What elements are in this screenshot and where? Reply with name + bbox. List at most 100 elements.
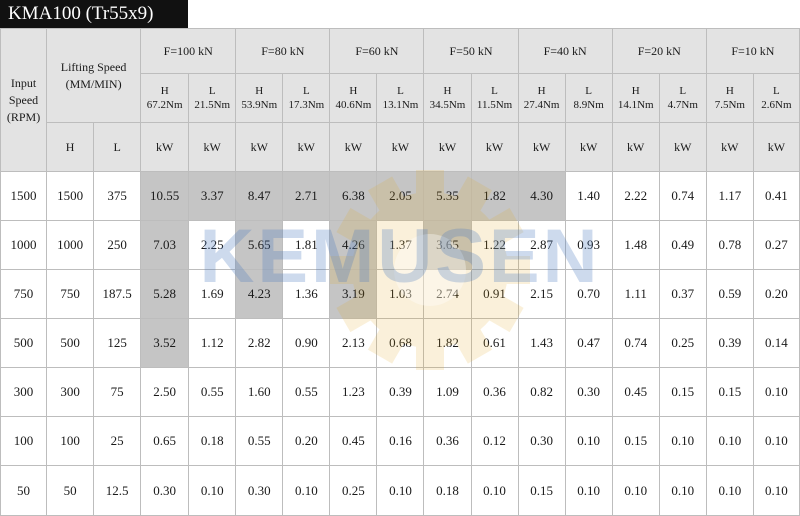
torque-value: 34.5Nm bbox=[429, 99, 466, 111]
power-cell: 1.03 bbox=[376, 269, 425, 319]
unit-header: kW bbox=[235, 122, 284, 172]
lifting-speed-h-cell: 1500 bbox=[46, 171, 95, 221]
torque-header-h: H 40.6Nm bbox=[329, 73, 378, 123]
power-cell: 10.55 bbox=[140, 171, 190, 221]
torque-value: 8.9Nm bbox=[573, 99, 604, 111]
unit-header: kW bbox=[564, 122, 613, 172]
power-cell: 4.26 bbox=[329, 220, 378, 270]
power-cell: 0.30 bbox=[517, 416, 566, 466]
torque-header-l: L 21.5Nm bbox=[188, 73, 237, 123]
power-cell: 2.82 bbox=[235, 318, 284, 368]
lifting-speed-l-cell: 25 bbox=[93, 416, 142, 466]
torque-header-h: H 7.5Nm bbox=[705, 73, 754, 123]
torque-mode-label: L bbox=[773, 85, 780, 97]
torque-header-h: H 67.2Nm bbox=[140, 73, 190, 123]
power-cell: 1.17 bbox=[705, 171, 754, 221]
power-cell: 0.15 bbox=[517, 465, 566, 516]
power-cell: 8.47 bbox=[235, 171, 284, 221]
power-cell: 0.30 bbox=[235, 465, 284, 516]
power-cell: 2.50 bbox=[140, 367, 190, 417]
unit-header: kW bbox=[376, 122, 425, 172]
input-speed-cell: 750 bbox=[0, 269, 48, 319]
torque-mode-label: H bbox=[631, 85, 640, 97]
lifting-speed-h-cell: 50 bbox=[46, 465, 95, 516]
torque-mode-label: L bbox=[585, 85, 593, 97]
power-cell: 0.14 bbox=[752, 318, 800, 368]
lifting-l-header: L bbox=[93, 122, 142, 172]
torque-header-l: L 2.6Nm bbox=[752, 73, 800, 123]
torque-value: 11.5Nm bbox=[476, 99, 513, 111]
power-cell: 0.10 bbox=[705, 416, 754, 466]
power-cell: 0.30 bbox=[140, 465, 190, 516]
power-cell: 0.47 bbox=[564, 318, 613, 368]
power-cell: 1.48 bbox=[611, 220, 660, 270]
torque-header-l: L 8.9Nm bbox=[564, 73, 613, 123]
torque-value: 27.4Nm bbox=[523, 99, 560, 111]
power-cell: 0.15 bbox=[611, 416, 660, 466]
force-header: F=20 kN bbox=[611, 28, 707, 74]
table-row: 1000 1000 250 7.03 2.25 5.65 1.81 4.26 1.37 3.65 1… bbox=[0, 220, 800, 270]
torque-mode-label: H bbox=[537, 85, 546, 97]
power-cell: 0.20 bbox=[752, 269, 800, 319]
power-cell: 2.22 bbox=[611, 171, 660, 221]
unit-header: kW bbox=[517, 122, 566, 172]
torque-value: 17.3Nm bbox=[288, 99, 325, 111]
power-cell: 6.38 bbox=[329, 171, 378, 221]
power-cell: 0.55 bbox=[282, 367, 331, 417]
force-header: F=40 kN bbox=[517, 28, 613, 74]
lifting-speed-h-cell: 1000 bbox=[46, 220, 95, 270]
input-speed-header: Input Speed (RPM) bbox=[0, 28, 48, 172]
lifting-speed-h-cell: 300 bbox=[46, 367, 95, 417]
torque-header-l: L 13.1Nm bbox=[376, 73, 425, 123]
lifting-speed-l-cell: 12.5 bbox=[93, 465, 142, 516]
torque-mode-label: H bbox=[160, 85, 169, 97]
torque-header-h: H 14.1Nm bbox=[611, 73, 660, 123]
power-cell: 2.05 bbox=[376, 171, 425, 221]
power-cell: 3.52 bbox=[140, 318, 190, 368]
power-cell: 0.74 bbox=[658, 171, 707, 221]
unit-header: kW bbox=[658, 122, 707, 172]
power-cell: 0.45 bbox=[611, 367, 660, 417]
power-cell: 0.10 bbox=[564, 416, 613, 466]
power-cell: 0.10 bbox=[282, 465, 331, 516]
power-cell: 2.71 bbox=[282, 171, 331, 221]
power-cell: 0.18 bbox=[188, 416, 237, 466]
power-cell: 0.68 bbox=[376, 318, 425, 368]
lifting-speed-h-cell: 500 bbox=[46, 318, 95, 368]
power-cell: 0.10 bbox=[376, 465, 425, 516]
unit-header: kW bbox=[470, 122, 519, 172]
power-cell: 0.49 bbox=[658, 220, 707, 270]
torque-header-h: H 53.9Nm bbox=[235, 73, 284, 123]
power-cell: 1.22 bbox=[470, 220, 519, 270]
power-cell: 0.93 bbox=[564, 220, 613, 270]
torque-mode-label: H bbox=[725, 85, 734, 97]
power-cell: 0.25 bbox=[658, 318, 707, 368]
unit-header: kW bbox=[140, 122, 190, 172]
power-cell: 1.82 bbox=[423, 318, 472, 368]
power-cell: 0.36 bbox=[470, 367, 519, 417]
power-cell: 0.10 bbox=[752, 465, 800, 516]
torque-mode-label: L bbox=[397, 85, 404, 97]
torque-mode-label: H bbox=[443, 85, 452, 97]
input-speed-cell: 100 bbox=[0, 416, 48, 466]
power-cell: 0.74 bbox=[611, 318, 660, 368]
table-row: 500 500 125 3.52 1.12 2.82 0.90 2.13 0.68 1.82 0.6… bbox=[0, 318, 800, 368]
force-header: F=80 kN bbox=[235, 28, 331, 74]
input-speed-cell: 50 bbox=[0, 465, 48, 516]
power-cell: 0.15 bbox=[658, 367, 707, 417]
input-speed-cell: 1500 bbox=[0, 171, 48, 221]
force-header: F=60 kN bbox=[329, 28, 425, 74]
force-header: F=10 kN bbox=[705, 28, 800, 74]
power-cell: 1.69 bbox=[188, 269, 237, 319]
power-cell: 0.16 bbox=[376, 416, 425, 466]
power-cell: 2.25 bbox=[188, 220, 237, 270]
table-row: 100 100 25 0.65 0.18 0.55 0.20 0.45 0.16 0.36 0.12… bbox=[0, 416, 800, 466]
unit-header: kW bbox=[611, 122, 660, 172]
table-title: KMA100 (Tr55x9) bbox=[0, 0, 188, 28]
power-cell: 0.20 bbox=[282, 416, 331, 466]
power-cell: 0.37 bbox=[658, 269, 707, 319]
torque-mode-label: L bbox=[679, 85, 687, 97]
power-cell: 0.45 bbox=[329, 416, 378, 466]
power-cell: 0.25 bbox=[329, 465, 378, 516]
torque-value: 13.1Nm bbox=[382, 99, 419, 111]
